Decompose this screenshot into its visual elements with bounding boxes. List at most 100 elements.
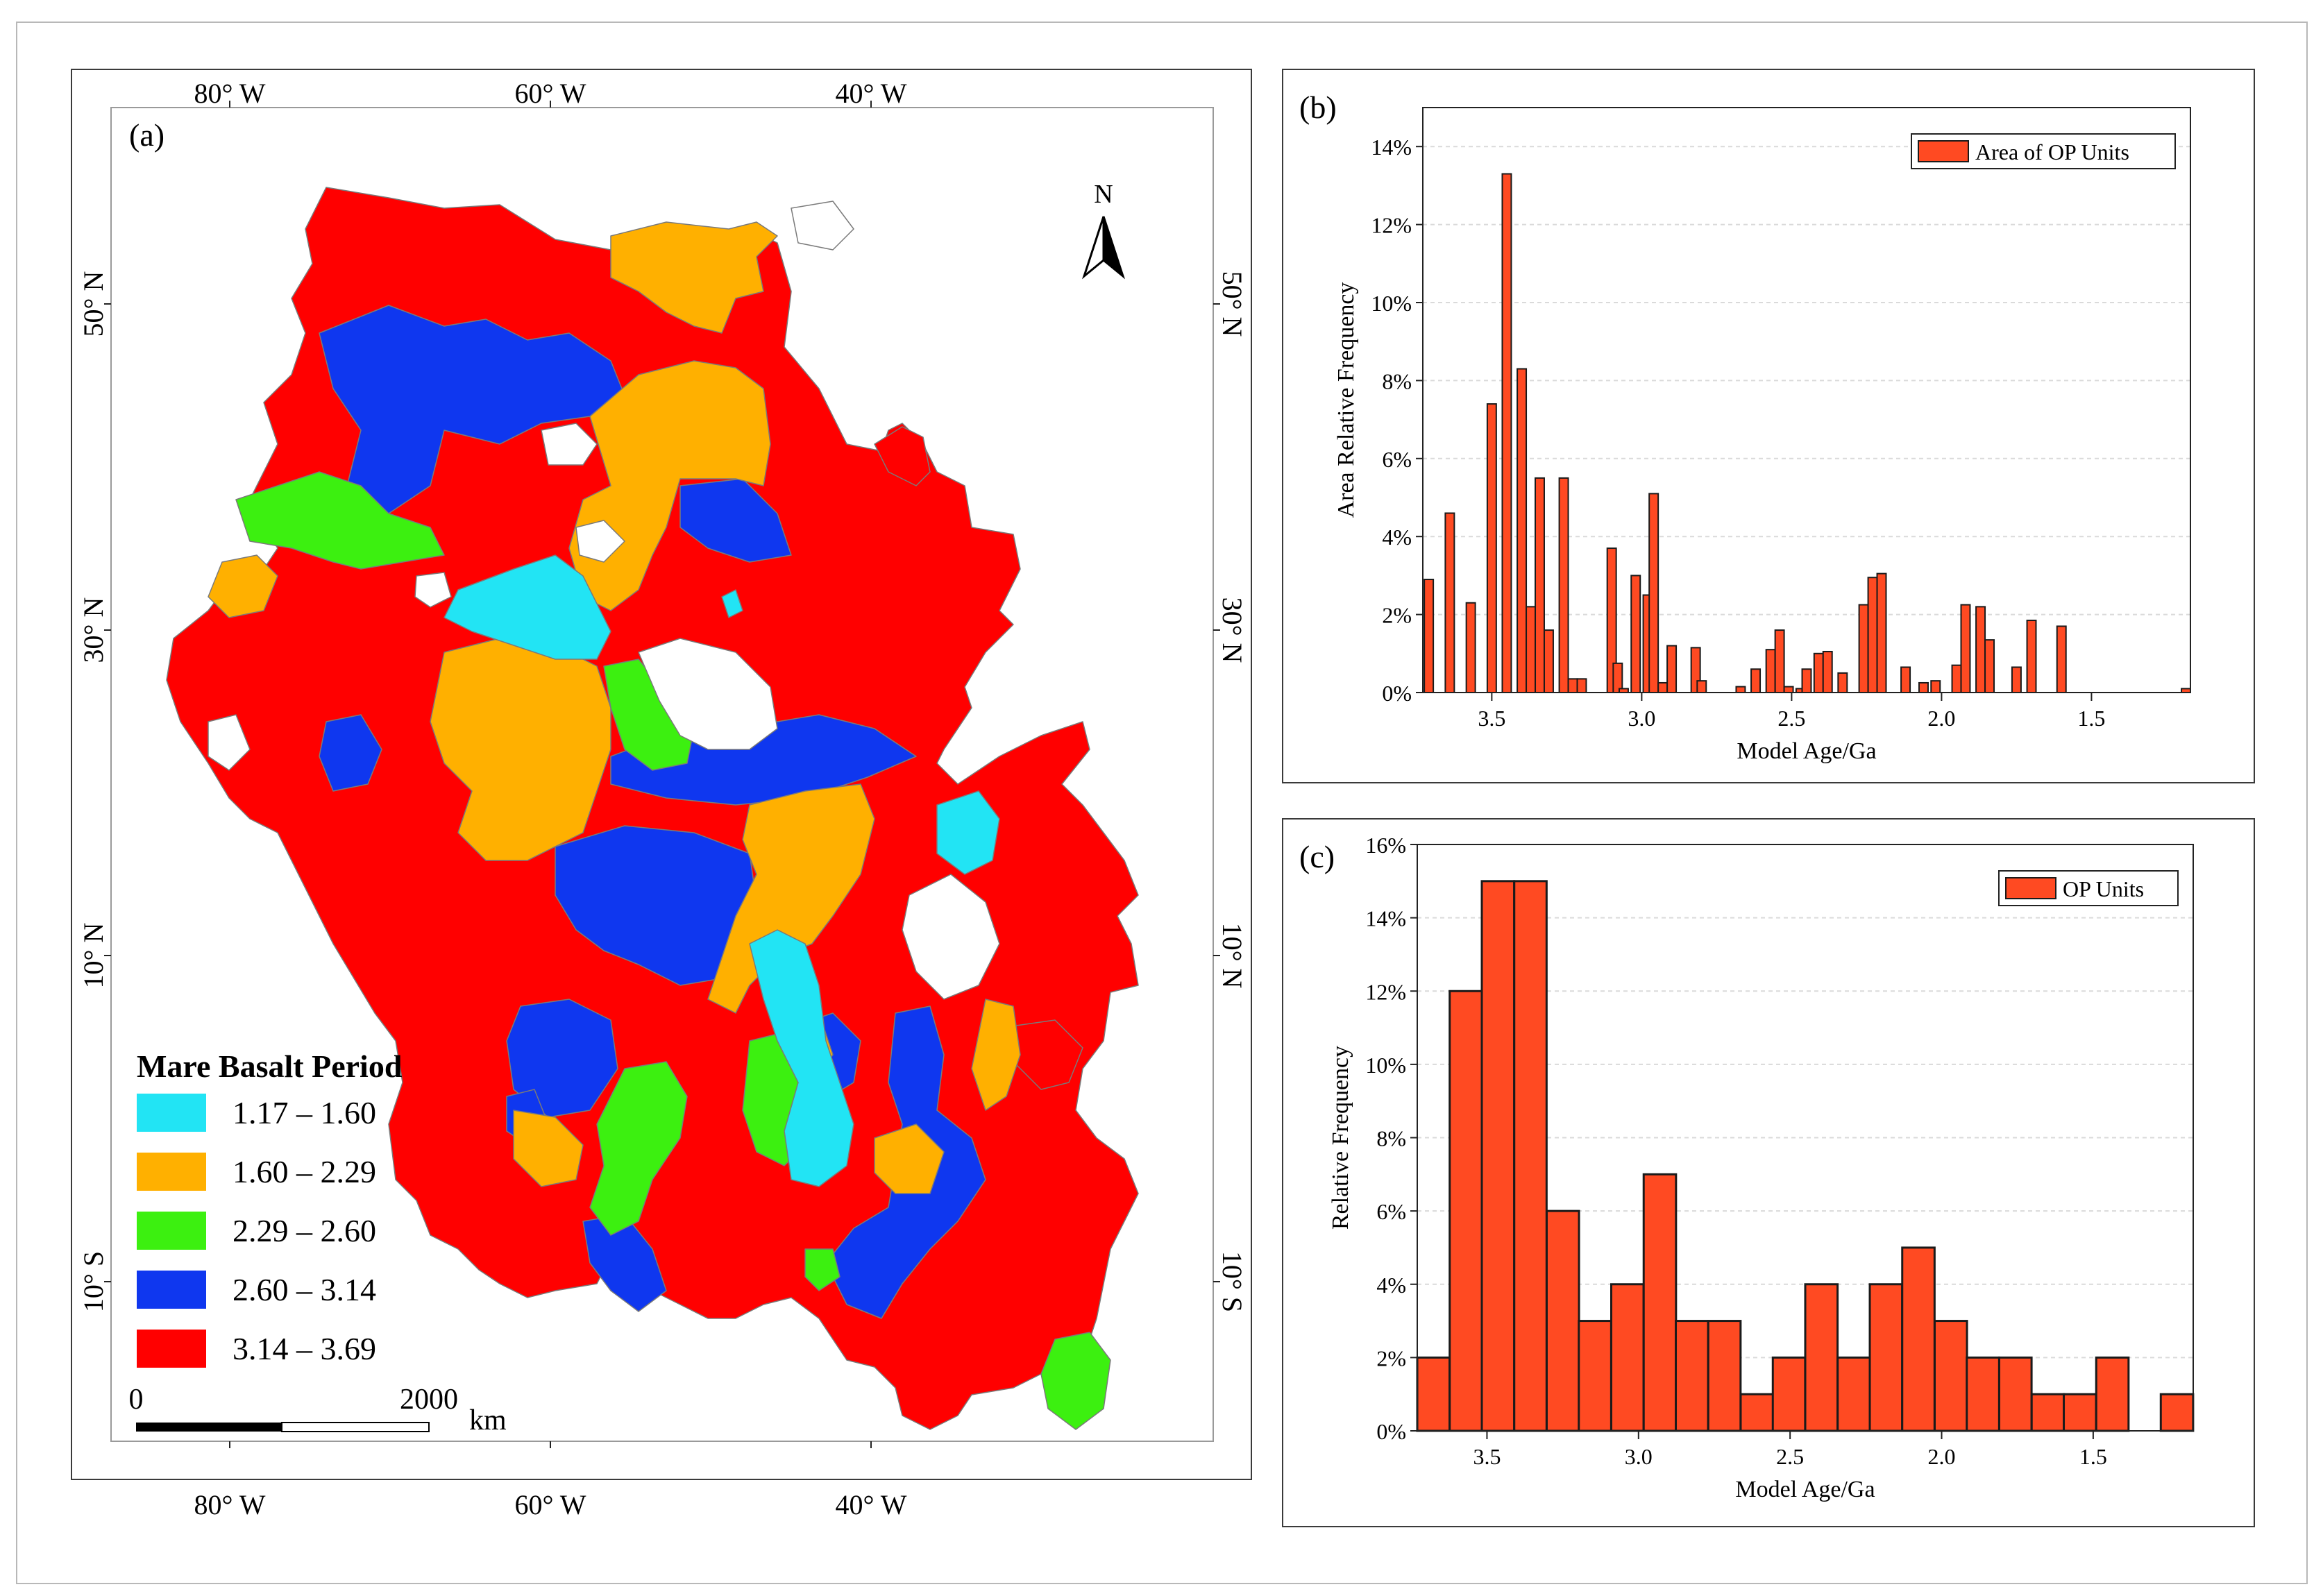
- lat-label-left-30n: 30° N: [78, 597, 109, 663]
- lat-label-right-10s: 10° S: [1217, 1251, 1248, 1312]
- chart-0-bar-33: [1858, 604, 1869, 693]
- map-region-cyan-4: [721, 589, 743, 618]
- legend-swatch-1: [137, 1094, 206, 1132]
- legend-label-4: 2.60 – 3.14: [233, 1272, 376, 1307]
- map-region-orange-2: [568, 360, 771, 611]
- lat-label-right-50n: 50° N: [1217, 271, 1248, 337]
- map-legend-items: 1.17 – 1.60 1.60 – 2.29 2.29 – 2.60 2.60 – …: [137, 1094, 376, 1368]
- legend-swatch-2: [137, 1153, 206, 1191]
- map-ticks: [104, 101, 1220, 1448]
- chart-0-xtick-label-1: 3.0: [1628, 706, 1655, 731]
- chart-0-bar-29: [1801, 668, 1812, 694]
- chart-0-bar-0: [1424, 579, 1435, 694]
- panel-b-label: (b): [1299, 90, 1337, 125]
- chart-0-xtick-label-3: 2.0: [1927, 706, 1955, 731]
- chart-0-ytick-label-1: 2%: [1382, 603, 1412, 628]
- figure-frame: [16, 22, 2308, 1584]
- chart-0-legend-swatch: [1918, 140, 1969, 162]
- chart-0-bar-34: [1867, 577, 1878, 694]
- chart-1-bar-15: [1901, 1246, 1936, 1432]
- chart-1-ytick-label-0: 0%: [1376, 1419, 1406, 1444]
- chart-1-bar-17: [1966, 1356, 2000, 1432]
- chart-1-ytick-label-3: 6%: [1376, 1199, 1406, 1224]
- chart-1-bar-7: [1642, 1173, 1678, 1432]
- panel-b-chart: (b) 0% 2% 4% 6% 8% 10% 12% 14% 3.5 3.0 2.5 2.0 1.5 Mo…: [1282, 69, 2255, 783]
- chart-0-bar-44: [1984, 639, 1995, 694]
- lon-label-top-80w: 80° W: [194, 78, 265, 109]
- chart-0-bar-27: [1783, 686, 1794, 694]
- chart-0-bar-24: [1750, 668, 1762, 694]
- chart-0-xlabel: Model Age/Ga: [1737, 738, 1876, 764]
- map-region-orange-8: [874, 1123, 945, 1194]
- legend-label-3: 2.29 – 2.60: [233, 1213, 376, 1248]
- legend-label-2: 1.60 – 2.29: [233, 1154, 376, 1189]
- map-hole-2: [902, 874, 1000, 1000]
- map-panel-frame: [71, 69, 1252, 1480]
- map-region-orange-7: [513, 1110, 584, 1187]
- chart-1-bar-8: [1675, 1320, 1709, 1432]
- chart-0-bar-39: [1930, 680, 1941, 694]
- chart-1-xtick-label-1: 3.0: [1625, 1444, 1653, 1469]
- chart-1-bar-13: [1836, 1356, 1871, 1432]
- map-region-green-5: [1040, 1332, 1111, 1430]
- panel-b-frame: [1282, 69, 2255, 783]
- lat-label-left-10s: 10° S: [78, 1251, 109, 1312]
- chart-1-bar-11: [1771, 1356, 1807, 1432]
- chart-0-ytick-label-2: 4%: [1382, 525, 1412, 550]
- chart-0-xtick-label-4: 1.5: [2077, 706, 2105, 731]
- lon-label-bottom-40w: 40° W: [835, 1489, 906, 1520]
- chart-0-bar-3: [1486, 403, 1497, 693]
- chart-1-bar-5: [1578, 1320, 1612, 1432]
- chart-0-plot-border: [1422, 107, 2191, 693]
- north-arrow: N: [1081, 180, 1126, 280]
- map-region-blue-5: [319, 714, 382, 792]
- scale-bar-white-segment: [281, 1422, 430, 1432]
- chart-1-bar-0: [1416, 1356, 1451, 1432]
- lon-label-top-40w: 40° W: [835, 78, 906, 109]
- chart-0-bar-5: [1517, 368, 1528, 693]
- chart-1-bar-6: [1610, 1283, 1645, 1432]
- lat-label-right-10n: 10° N: [1217, 923, 1248, 989]
- lat-label-right-30n: 30° N: [1217, 597, 1248, 663]
- chart-0-bar-9: [1558, 477, 1569, 694]
- chart-0-bar-4: [1501, 173, 1512, 694]
- map-region-orange-6: [208, 554, 278, 618]
- chart-0-bar-25: [1765, 649, 1776, 693]
- scale-bar-unit-label: km: [469, 1404, 507, 1436]
- chart-0-bar-48: [2056, 625, 2067, 694]
- chart-1-bar-16: [1933, 1320, 1968, 1432]
- legend-label-5: 3.14 – 3.69: [233, 1331, 376, 1366]
- map-region-cyan-3: [936, 790, 1000, 875]
- chart-1-ytick-label-4: 8%: [1376, 1126, 1406, 1151]
- map-legend: Mare Basalt Period 1.17 – 1.60 1.60 – 2.2…: [137, 1049, 403, 1368]
- map-region-orange-5: [971, 999, 1021, 1111]
- chart-0-bar-19: [1666, 645, 1678, 693]
- panel-c-label: (c): [1299, 839, 1335, 874]
- chart-1-bar-21: [2095, 1356, 2130, 1432]
- panel-c-chart: (c) 0% 2% 4% 6% 8% 10% 12% 14% 16% 3.5 3.0 2.5 2.0 1.…: [1282, 818, 2255, 1527]
- map-hole-7: [791, 201, 854, 251]
- scale-bar-start-label: 0: [129, 1384, 144, 1416]
- chart-0-ytick-label-0: 0%: [1382, 681, 1412, 706]
- chart-1-xtick-label-4: 1.5: [2079, 1444, 2107, 1469]
- chart-0-legend-label: Area of OP Units: [1975, 139, 2129, 164]
- chart-0-bar-30: [1813, 652, 1824, 693]
- chart-0-bar-43: [1975, 606, 1986, 693]
- chart-1-ytick-label-2: 4%: [1376, 1273, 1406, 1298]
- chart-0-bar-6: [1526, 606, 1537, 693]
- chart-0-bar-42: [1960, 604, 1971, 693]
- panel-a-map: (a) 80° W 60° W 40° W 80° W 60° W 40° W …: [71, 69, 1252, 1520]
- chart-0-bar-22: [1696, 680, 1707, 694]
- scale-bar-end-label: 2000: [400, 1384, 458, 1416]
- chart-0-bar-38: [1918, 681, 1929, 694]
- chart-0-bar-17: [1648, 493, 1659, 693]
- map-region-green-3: [589, 1061, 688, 1236]
- chart-1-xlabel: Model Age/Ga: [1735, 1477, 1875, 1502]
- lat-label-left-50n: 50° N: [78, 271, 109, 337]
- mare-basalt-map: [166, 187, 1139, 1430]
- chart-0-bar-35: [1876, 572, 1887, 694]
- legend-swatch-3: [137, 1212, 206, 1250]
- chart-1-bar-10: [1739, 1393, 1775, 1432]
- chart-1-bar-23: [2159, 1393, 2195, 1432]
- chart-0-bar-18: [1657, 681, 1669, 694]
